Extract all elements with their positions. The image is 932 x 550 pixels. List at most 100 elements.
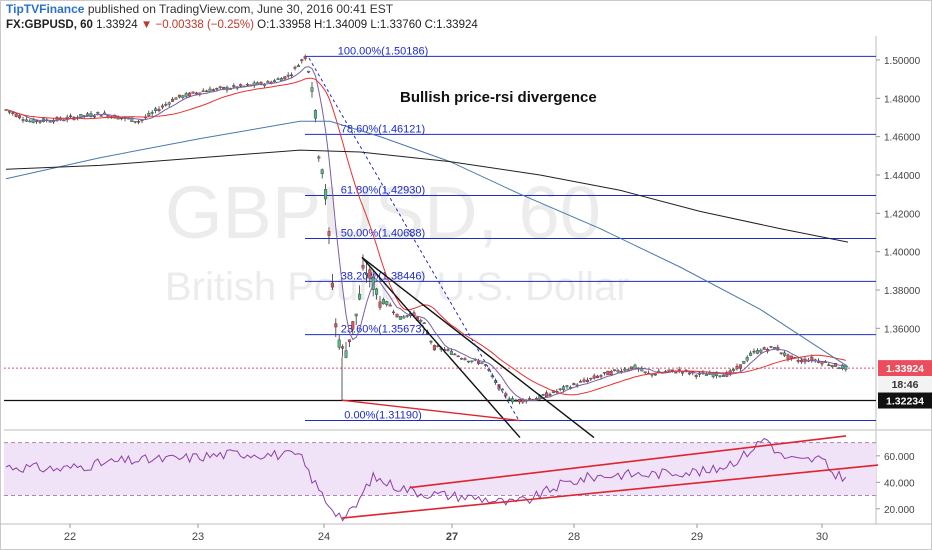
candle-body [572,383,576,386]
candle-body [337,339,341,348]
candle-body [830,365,834,368]
candle-body [429,340,433,343]
candle-body [86,113,90,116]
rsi-line [5,437,847,522]
candle-body [789,355,793,359]
fib-level-label: 0.00%(1.31190) [344,410,421,422]
candle-body [500,388,504,391]
price-divergence-line [341,399,521,422]
candle-body [344,350,348,358]
candle-body [303,56,307,59]
candle-body [361,264,365,269]
candle-body [769,346,773,348]
candle-body [599,375,603,377]
candle-body [466,360,470,363]
candle-body [215,88,219,90]
candle-body [718,375,722,377]
candle-body [541,394,545,396]
publish-info: TipTVFinance published on TradingView.co… [6,2,393,16]
candle-body [398,315,402,320]
candle-body [514,400,518,402]
published-text: published on TradingView.com, June 30, 2… [87,2,394,16]
candle-body [24,119,28,122]
candle-body [405,315,409,317]
candle-body [188,92,192,97]
candle-body [517,398,521,403]
candle-body [511,398,515,403]
candle-body [738,364,742,369]
candle-body [548,393,552,396]
candle-body [565,385,569,387]
price-tick-label: 1.36000 [884,324,921,335]
rsi-band [4,442,876,496]
rsi-tick-label: 40.000 [884,478,915,489]
candle-body [582,379,586,382]
candle-body [810,356,814,361]
candle-body [844,365,848,370]
candle-body [480,362,484,364]
candle-body [562,386,566,391]
candle-body [99,115,103,117]
candle-body [779,352,783,354]
symbol-label[interactable]: FX:GBPUSD, 60 [6,19,93,31]
candle-body [453,353,457,356]
candle-body [174,97,178,100]
candle-body [623,368,627,371]
price-tick-label: 1.50000 [884,56,921,67]
candle-body [694,374,698,377]
candle-body [477,361,481,364]
candle-body [732,368,736,371]
fib-level-label: 50.00%(1.40688) [341,227,425,239]
candle-body [742,360,746,364]
candle-body [585,379,589,383]
candle-body [293,67,297,69]
candle-body [341,346,345,349]
watermark-symbol: GBPUSD, 60 [165,171,601,254]
candle-body [279,78,283,81]
time-tick-label: 22 [64,531,76,543]
candle-body [545,392,549,398]
candle-body [222,86,226,90]
candle-body [653,373,657,376]
channel-lower-line [361,256,521,439]
candle-body [164,104,168,106]
candle-body [626,369,630,371]
candle-body [28,120,32,123]
candle-body [460,358,464,360]
candle-body [208,88,212,93]
candle-body [752,350,756,353]
price-tick-label: 1.42000 [884,209,921,220]
candle-body [35,120,39,122]
time-tick-label: 28 [568,531,580,543]
candle-body [351,321,355,330]
candle-body [211,89,215,91]
candle-body [201,90,205,93]
candle-body [273,80,277,83]
candle-body [402,316,406,319]
candle-body [674,371,678,374]
candle-body [827,364,831,366]
candle-body [449,350,453,355]
sma-long-line [5,149,849,243]
candle-body [276,78,280,80]
candle-body [205,90,209,93]
candle-body [534,398,538,400]
sma-fast-line [5,66,846,402]
price-change: ▼ −0.00338 (−0.25%) [140,19,254,31]
candle-body [375,288,379,295]
candle-body [837,367,841,370]
candle-body [38,121,42,123]
candle-body [504,393,508,397]
candle-body [745,357,749,361]
publisher-name[interactable]: TipTVFinance [6,2,85,16]
candle-body [120,117,124,120]
candle-body [643,371,647,373]
candle-body [616,370,620,373]
fib-level-label: 23.60%(1.35673) [341,324,425,336]
candle-body [446,349,450,351]
candle-body [137,121,141,123]
time-tick-label: 30 [816,531,828,543]
time-tick-label: 24 [318,531,330,543]
candle-body [133,121,137,123]
